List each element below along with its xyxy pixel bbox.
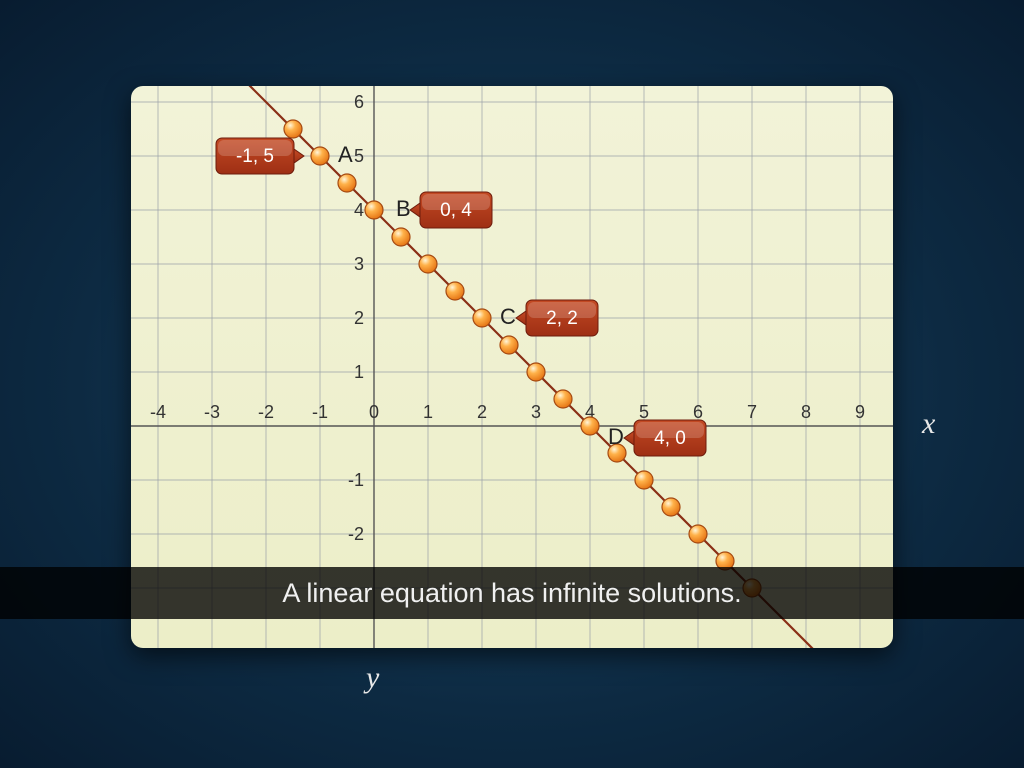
coordinate-callout: 4, 0 xyxy=(624,420,706,456)
x-tick-label: 7 xyxy=(747,402,757,422)
data-point xyxy=(527,363,545,381)
callout-text: 4, 0 xyxy=(654,428,686,449)
graph-svg: -4-3-2-10123456789-2-1123456A-1, 5B0, 4C… xyxy=(131,86,893,648)
callout-text: 0, 4 xyxy=(440,200,472,221)
x-tick-label: -1 xyxy=(312,402,328,422)
y-tick-label: 3 xyxy=(354,254,364,274)
y-axis-label: y xyxy=(366,661,379,695)
coordinate-callout: 2, 2 xyxy=(516,300,598,336)
data-point xyxy=(662,498,680,516)
y-tick-label: 6 xyxy=(354,92,364,112)
x-tick-label: 5 xyxy=(639,402,649,422)
point-letter: A xyxy=(338,142,353,167)
point-letter: D xyxy=(608,424,624,449)
y-tick-label: 1 xyxy=(354,362,364,382)
coordinate-callout: 0, 4 xyxy=(410,192,492,228)
x-tick-label: 2 xyxy=(477,402,487,422)
data-point xyxy=(473,309,491,327)
data-point xyxy=(392,228,410,246)
data-point xyxy=(365,201,383,219)
y-tick-label: 5 xyxy=(354,146,364,166)
x-tick-label: 1 xyxy=(423,402,433,422)
point-letter: C xyxy=(500,304,516,329)
data-point xyxy=(689,525,707,543)
data-point xyxy=(635,471,653,489)
y-tick-label: 2 xyxy=(354,308,364,328)
coordinate-callout: -1, 5 xyxy=(216,138,304,174)
data-point xyxy=(446,282,464,300)
graph-panel: -4-3-2-10123456789-2-1123456A-1, 5B0, 4C… xyxy=(131,86,893,648)
point-letter: B xyxy=(396,196,411,221)
data-point xyxy=(500,336,518,354)
caption-text: A linear equation has infinite solutions… xyxy=(282,578,741,609)
x-tick-label: -3 xyxy=(204,402,220,422)
data-point xyxy=(581,417,599,435)
data-point xyxy=(419,255,437,273)
x-tick-label: 9 xyxy=(855,402,865,422)
y-tick-label: -2 xyxy=(348,524,364,544)
data-point xyxy=(311,147,329,165)
y-tick-label: -1 xyxy=(348,470,364,490)
caption-bar: A linear equation has infinite solutions… xyxy=(0,567,1024,619)
x-tick-label: -4 xyxy=(150,402,166,422)
x-axis-label: x xyxy=(922,407,935,441)
data-point xyxy=(338,174,356,192)
x-tick-label: 8 xyxy=(801,402,811,422)
y-tick-label: 4 xyxy=(354,200,364,220)
x-tick-label: -2 xyxy=(258,402,274,422)
data-point xyxy=(284,120,302,138)
data-point xyxy=(554,390,572,408)
x-tick-label: 0 xyxy=(369,402,379,422)
x-tick-label: 3 xyxy=(531,402,541,422)
callout-text: -1, 5 xyxy=(236,146,274,167)
x-tick-label: 6 xyxy=(693,402,703,422)
callout-text: 2, 2 xyxy=(546,308,578,329)
